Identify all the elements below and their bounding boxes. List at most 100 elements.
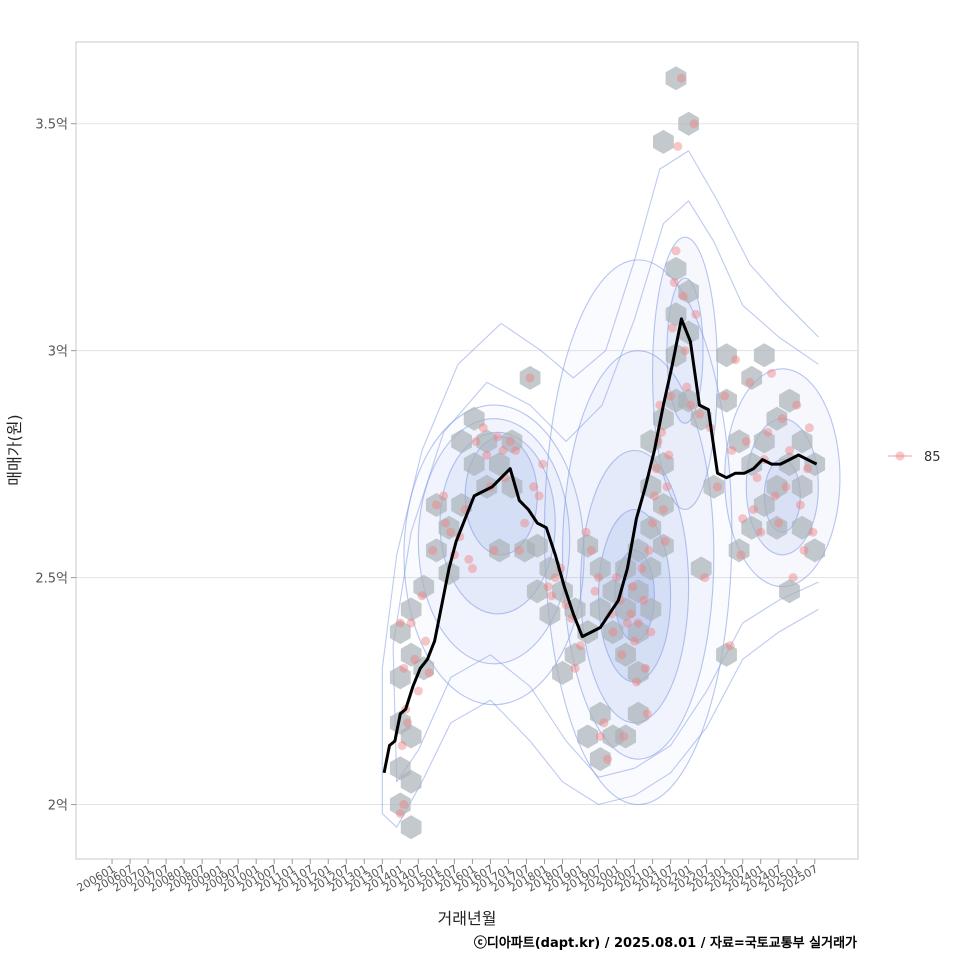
data-point bbox=[660, 536, 670, 546]
data-point bbox=[752, 473, 762, 483]
density-outline bbox=[381, 150, 819, 814]
data-point bbox=[748, 505, 758, 515]
data-point bbox=[630, 636, 640, 646]
hex-bin bbox=[389, 665, 411, 690]
data-point bbox=[626, 609, 636, 619]
data-point bbox=[617, 650, 627, 660]
hex-bin bbox=[489, 452, 510, 477]
data-point bbox=[538, 459, 548, 469]
hex-bin bbox=[653, 533, 674, 558]
data-point bbox=[767, 368, 777, 378]
data-point bbox=[666, 391, 676, 401]
data-point bbox=[808, 527, 818, 537]
hex-bin bbox=[539, 601, 561, 626]
hex-bin bbox=[438, 515, 460, 540]
data-point bbox=[671, 246, 681, 256]
data-point bbox=[736, 550, 746, 560]
data-point bbox=[685, 400, 695, 410]
data-point bbox=[631, 677, 641, 687]
source-caption: ⓒ디아파트(dapt.kr) / 2025.08.01 / 자료=국토교통부 실… bbox=[474, 935, 857, 951]
hex-bin bbox=[640, 597, 662, 622]
y-tick-label: 3억 bbox=[48, 345, 68, 360]
data-point bbox=[644, 545, 654, 555]
y-axis-title: 매매가(원) bbox=[5, 414, 24, 485]
hex-bin bbox=[653, 452, 674, 477]
hex-bin bbox=[678, 388, 699, 413]
data-point bbox=[756, 527, 766, 537]
hex-bin bbox=[791, 429, 813, 454]
data-point bbox=[406, 618, 416, 628]
data-point bbox=[633, 618, 643, 628]
data-point bbox=[642, 709, 652, 719]
data-point bbox=[745, 377, 755, 387]
density-contour bbox=[652, 236, 719, 511]
hex-bin bbox=[653, 493, 674, 517]
hex-bin bbox=[753, 429, 775, 454]
data-point bbox=[403, 718, 413, 728]
hex-bin bbox=[526, 579, 548, 604]
data-point bbox=[421, 636, 431, 646]
data-point bbox=[720, 391, 730, 401]
data-point bbox=[399, 663, 409, 673]
data-point bbox=[619, 731, 629, 741]
data-point bbox=[413, 686, 423, 696]
data-point bbox=[651, 464, 661, 474]
data-point bbox=[678, 291, 688, 301]
data-points bbox=[395, 73, 818, 819]
hex-bin bbox=[400, 769, 422, 794]
hex-bin bbox=[779, 579, 800, 604]
data-point bbox=[417, 591, 427, 601]
data-point bbox=[628, 582, 638, 592]
hex-bin bbox=[389, 620, 411, 645]
data-point bbox=[594, 573, 604, 583]
y-tick-label: 2억 bbox=[48, 799, 68, 814]
data-point bbox=[785, 446, 795, 455]
data-point bbox=[730, 355, 740, 365]
data-point bbox=[682, 382, 692, 392]
hex-bin bbox=[804, 538, 826, 563]
data-point bbox=[648, 518, 658, 528]
plot-panel-border bbox=[75, 41, 859, 860]
hex-bin bbox=[791, 474, 813, 499]
data-point bbox=[410, 654, 420, 664]
hex-bin bbox=[627, 620, 649, 645]
data-point bbox=[511, 446, 521, 455]
density-outline bbox=[392, 200, 819, 782]
trend-line bbox=[382, 317, 818, 774]
hex-bin bbox=[678, 111, 699, 136]
data-point bbox=[795, 500, 805, 510]
data-point bbox=[514, 545, 524, 555]
hex-bin bbox=[463, 406, 485, 431]
data-point bbox=[777, 414, 787, 424]
data-point bbox=[712, 482, 722, 492]
data-point bbox=[439, 491, 449, 501]
data-point bbox=[741, 436, 751, 446]
hex-bin bbox=[627, 579, 649, 604]
data-point bbox=[603, 754, 613, 764]
data-point bbox=[489, 545, 499, 555]
hex-bin bbox=[665, 256, 687, 281]
hex-bin bbox=[400, 597, 422, 622]
hex-bin bbox=[489, 538, 510, 563]
data-point bbox=[570, 663, 580, 673]
hex-bin bbox=[602, 620, 624, 645]
hex-bin bbox=[519, 365, 541, 390]
hex-bin bbox=[678, 279, 699, 304]
hex-bin bbox=[741, 365, 763, 390]
data-point bbox=[599, 718, 609, 728]
hex-bin bbox=[615, 597, 636, 622]
data-point bbox=[649, 491, 659, 501]
data-point bbox=[493, 432, 503, 442]
data-point bbox=[676, 73, 686, 83]
hex-bin bbox=[463, 452, 485, 477]
data-point bbox=[694, 409, 704, 419]
hex-bin bbox=[627, 701, 649, 726]
data-point bbox=[397, 741, 407, 751]
density-contour bbox=[417, 418, 571, 665]
hex-bin bbox=[779, 388, 800, 413]
hex-bin bbox=[716, 343, 737, 368]
hex-bin bbox=[766, 474, 788, 499]
legend: 85 bbox=[888, 450, 941, 465]
hex-bin bbox=[766, 406, 788, 431]
